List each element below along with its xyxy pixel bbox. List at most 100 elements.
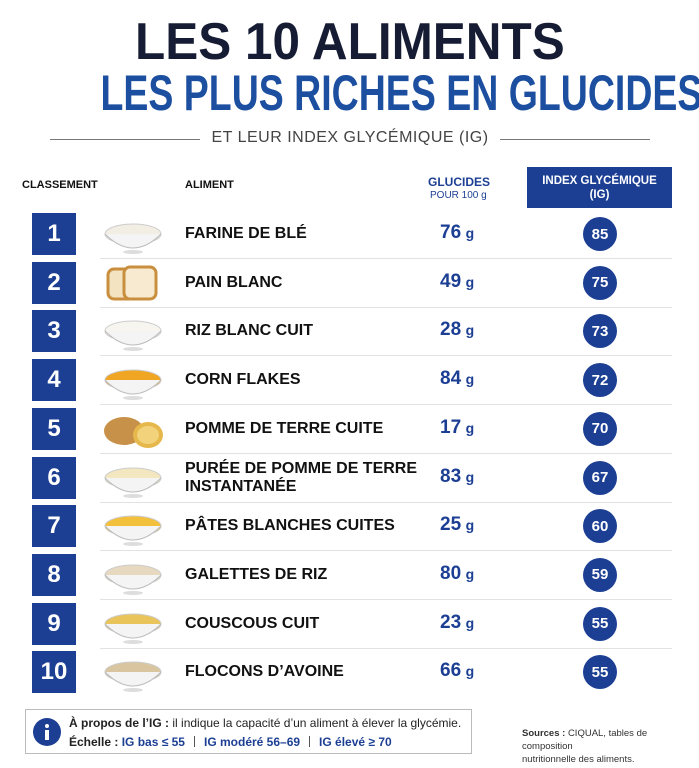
row-divider [100, 306, 672, 308]
ig-badge: 59 [583, 557, 617, 592]
rank-badge: 9 [32, 602, 76, 645]
carbs-unit: g [465, 565, 475, 582]
carbs-value: 49 [440, 270, 462, 292]
column-header: GLUCIDES [428, 175, 491, 189]
carbs-unit: g [465, 225, 475, 241]
food-cell: RIZ BLANC CUIT [185, 309, 420, 353]
column-header: ALIMENT [185, 179, 234, 191]
carbs-unit: g [465, 419, 475, 436]
rank-badge: 4 [32, 359, 76, 402]
carbs-value: 28 [440, 319, 462, 341]
carbs-value: 23 [440, 611, 462, 633]
column-header-box: INDEX GLYCÉMIQUE (IG) [527, 167, 672, 208]
rank-badge: 2 [32, 261, 76, 304]
carbs-cell: 76 g [440, 222, 474, 244]
carbs-cell: 49 g [440, 271, 474, 293]
food-cell: PÂTES BLANCHES CUITES [185, 504, 420, 548]
food-name: CORN FLAKES [185, 371, 301, 389]
carbs-value: 25 [440, 514, 462, 536]
rule [50, 139, 200, 140]
ig-badge: 73 [583, 314, 617, 349]
info-line: Échelle : IG bas ≤ 55 IG modéré 56–69 IG é… [69, 735, 392, 749]
info-line: À propos de l’IG : il indique la capacit… [69, 716, 461, 730]
column-header: INDEX GLYCÉMIQUE [542, 174, 657, 187]
food-name: POMME DE TERRE CUITE [185, 419, 384, 437]
ig-badge: 67 [583, 460, 617, 495]
carbs-unit: g [465, 371, 475, 388]
sources-text: CIQUAL, tables de composition [522, 728, 648, 752]
title-row: LES 10 ALIMENTS [0, 12, 699, 72]
carbs-value: 83 [440, 465, 462, 487]
carbs-cell: 80 g [440, 563, 474, 585]
scale-label: Échelle : [69, 735, 119, 749]
ig-badge: 72 [583, 363, 617, 398]
carbs-unit: g [465, 273, 475, 290]
carbs-cell: 28 g [440, 319, 474, 341]
food-cell: GALETTES DE RIZ [185, 553, 420, 597]
food-name: GALETTES DE RIZ [185, 565, 328, 583]
food-image [104, 467, 162, 498]
rank-badge: 6 [32, 456, 76, 499]
carbs-unit: g [465, 517, 475, 534]
ig-badge: 55 [583, 655, 617, 690]
carbs-cell: 23 g [440, 612, 474, 634]
row-divider [100, 598, 672, 600]
row-divider [100, 404, 672, 406]
rank-badge: 5 [32, 407, 76, 450]
food-name: PURÉE DE POMME DE TERRE INSTANTANÉE [185, 459, 418, 495]
food-cell: CORN FLAKES [185, 358, 420, 402]
sources-line: nutritionnelle des aliments. [522, 754, 635, 765]
ig-badge: 60 [583, 509, 617, 544]
rank-badge: 7 [32, 505, 76, 548]
carbs-cell: 84 g [440, 368, 474, 390]
carbs-cell: 83 g [440, 466, 474, 488]
carbs-cell: 17 g [440, 417, 474, 439]
food-cell: FARINE DE BLÉ [185, 212, 420, 256]
food-image [104, 515, 162, 547]
rank-badge: 8 [32, 553, 76, 596]
food-name: FARINE DE BLÉ [185, 225, 307, 242]
food-image [104, 369, 162, 401]
title-row: LES PLUS RICHES EN GLUCIDES [0, 64, 699, 122]
subtitle: ET LEUR INDEX GLYCÉMIQUE (IG) [211, 129, 489, 146]
info-box: À propos de l’IG : il indique la capacit… [25, 709, 472, 754]
food-image [104, 416, 163, 448]
food-image [104, 564, 162, 595]
title-line: LES 10 ALIMENTS [134, 13, 565, 71]
carbs-value: 66 [440, 660, 462, 682]
ig-badge: 75 [583, 265, 617, 300]
separator [193, 736, 195, 747]
food-image [104, 613, 162, 644]
carbs-unit: g [465, 614, 475, 631]
row-divider [100, 647, 672, 649]
food-image [104, 661, 162, 693]
title-line: LES PLUS RICHES EN GLUCIDES [100, 65, 699, 121]
column-note: (IG) [589, 188, 610, 201]
carbs-value: 76 [440, 222, 462, 243]
column-note: POUR 100 g [430, 190, 487, 201]
food-image [104, 320, 162, 352]
row-divider [100, 501, 672, 503]
column-header: CLASSEMENT [22, 179, 98, 191]
sources-line: Sources : CIQUAL, tables de composition [522, 727, 699, 753]
info-label: À propos de l’IG : [69, 716, 170, 730]
sources-label: Sources : [522, 728, 566, 739]
row-divider [100, 258, 672, 259]
carbs-unit: g [465, 322, 475, 339]
scale-item: IG bas ≤ 55 [121, 735, 185, 749]
food-cell: PAIN BLANC [185, 261, 420, 305]
food-cell: PURÉE DE POMME DE TERRE INSTANTANÉE [185, 456, 420, 500]
carbs-value: 17 [440, 416, 462, 438]
ig-badge: 70 [583, 411, 617, 446]
separator [309, 736, 311, 747]
row-divider [100, 452, 672, 454]
scale-item: IG élevé ≥ 70 [319, 735, 392, 749]
rank-badge: 3 [32, 310, 76, 353]
food-name: COUSCOUS CUIT [185, 614, 320, 632]
food-image [106, 265, 158, 301]
row-divider [100, 355, 672, 357]
food-name: PÂTES BLANCHES CUITES [185, 517, 395, 535]
carbs-cell: 25 g [440, 514, 474, 536]
row-divider [100, 550, 672, 552]
